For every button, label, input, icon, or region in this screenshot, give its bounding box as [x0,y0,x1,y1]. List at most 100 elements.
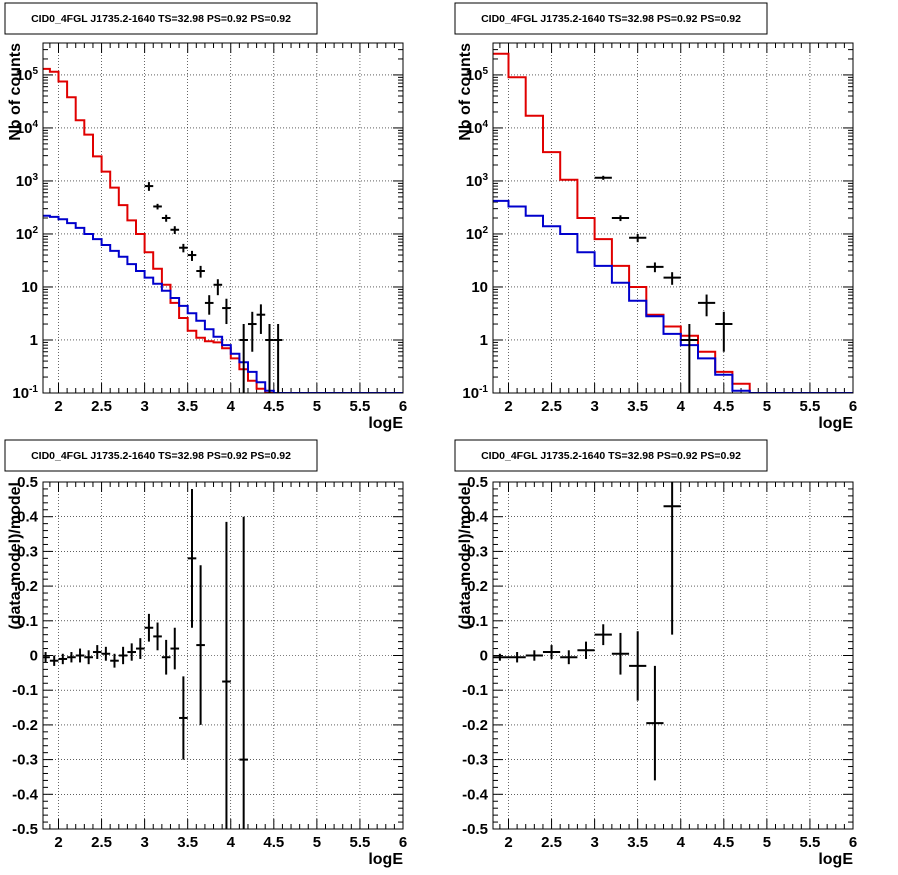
residual-point [187,488,197,628]
y-tick-label: 102 [466,225,489,243]
x-tick-label: 5.5 [350,398,371,415]
residual-point [118,646,128,665]
residual-point [577,641,595,659]
residual-point [663,482,681,635]
data-point [187,250,197,261]
y-tick-label: 104 [16,119,39,137]
data-point [663,272,681,285]
x-tick-label: 4.5 [263,834,284,851]
y-tick-label: 0.5 [17,474,38,491]
residual-point [84,650,93,665]
x-tick-label: 3 [140,398,148,415]
x-tick-label: 6 [849,834,857,851]
y-tick-label: 105 [16,66,39,84]
data-point [144,182,154,191]
residual-point [594,624,612,646]
data-point [715,311,733,352]
residual-point [75,648,85,663]
y-tick-label: 1 [30,332,38,349]
data-point [611,215,630,222]
total-model-histogram [493,52,853,393]
data-point [161,214,171,222]
x-axis-label: logE [368,415,403,432]
y-tick-label: -0.5 [462,821,488,838]
x-tick-label: 5.5 [350,834,371,851]
residual-point [127,643,137,661]
x-tick-label: 2.5 [91,398,112,415]
plot-area [43,67,403,393]
chart-title: CID0_4FGL J1735.2-1640 TS=32.98 PS=0.92 … [481,450,741,462]
residual-point [646,665,664,781]
data-point [196,265,205,278]
residual-point [58,653,68,665]
y-tick-label: 0.1 [467,613,488,630]
data-point [594,175,612,180]
x-tick-label: 2 [504,398,512,415]
residual-point [525,650,543,661]
y-tick-label: -0.1 [462,682,488,699]
x-tick-label: 6 [399,834,407,851]
y-tick-label: -0.3 [462,752,488,769]
y-tick-label: 0.2 [467,578,488,595]
y-tick-label: 0.3 [17,543,38,560]
x-tick-label: 5.5 [800,398,821,415]
y-tick-label: 0.4 [17,509,39,526]
residual-point [239,516,248,829]
y-axis-label: Nb of counts [457,43,474,141]
y-tick-label: -0.3 [12,752,38,769]
y-tick-label: 104 [466,119,489,137]
y-tick-label: 0.3 [467,543,488,560]
y-tick-label: 0.4 [467,509,489,526]
grid [493,43,854,394]
x-tick-label: 2 [54,398,62,415]
residual-point [110,653,119,668]
data-point [239,324,248,393]
axis-ticks [43,481,404,830]
chart-title-box: CID0_4FGL J1735.2-1640 TS=32.98 PS=0.92 … [454,439,768,472]
y-tick-label: 10 [21,279,38,296]
residual-point [153,622,162,651]
source-model-histogram [43,214,403,393]
plot-frame [42,481,404,830]
x-tick-label: 4 [227,398,236,415]
plot-frame [492,481,854,830]
chart-panel-1: CID0_4FGL J1735.2-1640 TS=32.98 PS=0.92 … [4,2,407,432]
residual-point [508,652,526,663]
x-axis-label: logE [368,851,403,868]
data-point [629,233,647,243]
y-tick-label: -0.1 [12,682,38,699]
x-tick-label: 2.5 [541,398,562,415]
plot-frame [42,42,404,394]
x-tick-label: 6 [399,398,407,415]
x-tick-label: 5 [313,834,321,851]
chart-title: CID0_4FGL J1735.2-1640 TS=32.98 PS=0.92 … [481,13,741,25]
residual-point [196,565,205,725]
x-tick-label: 6 [849,398,857,415]
y-tick-label: 10 [471,279,488,296]
y-tick-label: 103 [16,172,39,190]
x-tick-label: 5 [763,398,771,415]
data-point [153,203,162,210]
data-point [204,295,214,315]
chart-panel-3: CID0_4FGL J1735.2-1640 TS=32.98 PS=0.92 … [4,439,407,868]
residual-point [179,676,188,760]
x-tick-label: 2 [54,834,62,851]
chart-title-box: CID0_4FGL J1735.2-1640 TS=32.98 PS=0.92 … [4,439,318,472]
x-tick-label: 3.5 [627,398,648,415]
data-point [256,304,266,334]
y-tick-label: 1 [480,332,488,349]
data-point [273,324,283,393]
y-tick-label: -0.4 [12,786,39,803]
data-point [265,324,274,393]
residual-point [136,638,145,659]
y-tick-label: -0.2 [12,717,38,734]
plot-area [43,488,248,829]
x-tick-label: 2 [504,834,512,851]
residual-point [144,613,154,642]
chart-title: CID0_4FGL J1735.2-1640 TS=32.98 PS=0.92 … [31,450,291,462]
residual-point [222,521,231,829]
grid [43,481,404,830]
x-tick-label: 3 [590,398,598,415]
data-point [170,226,180,234]
